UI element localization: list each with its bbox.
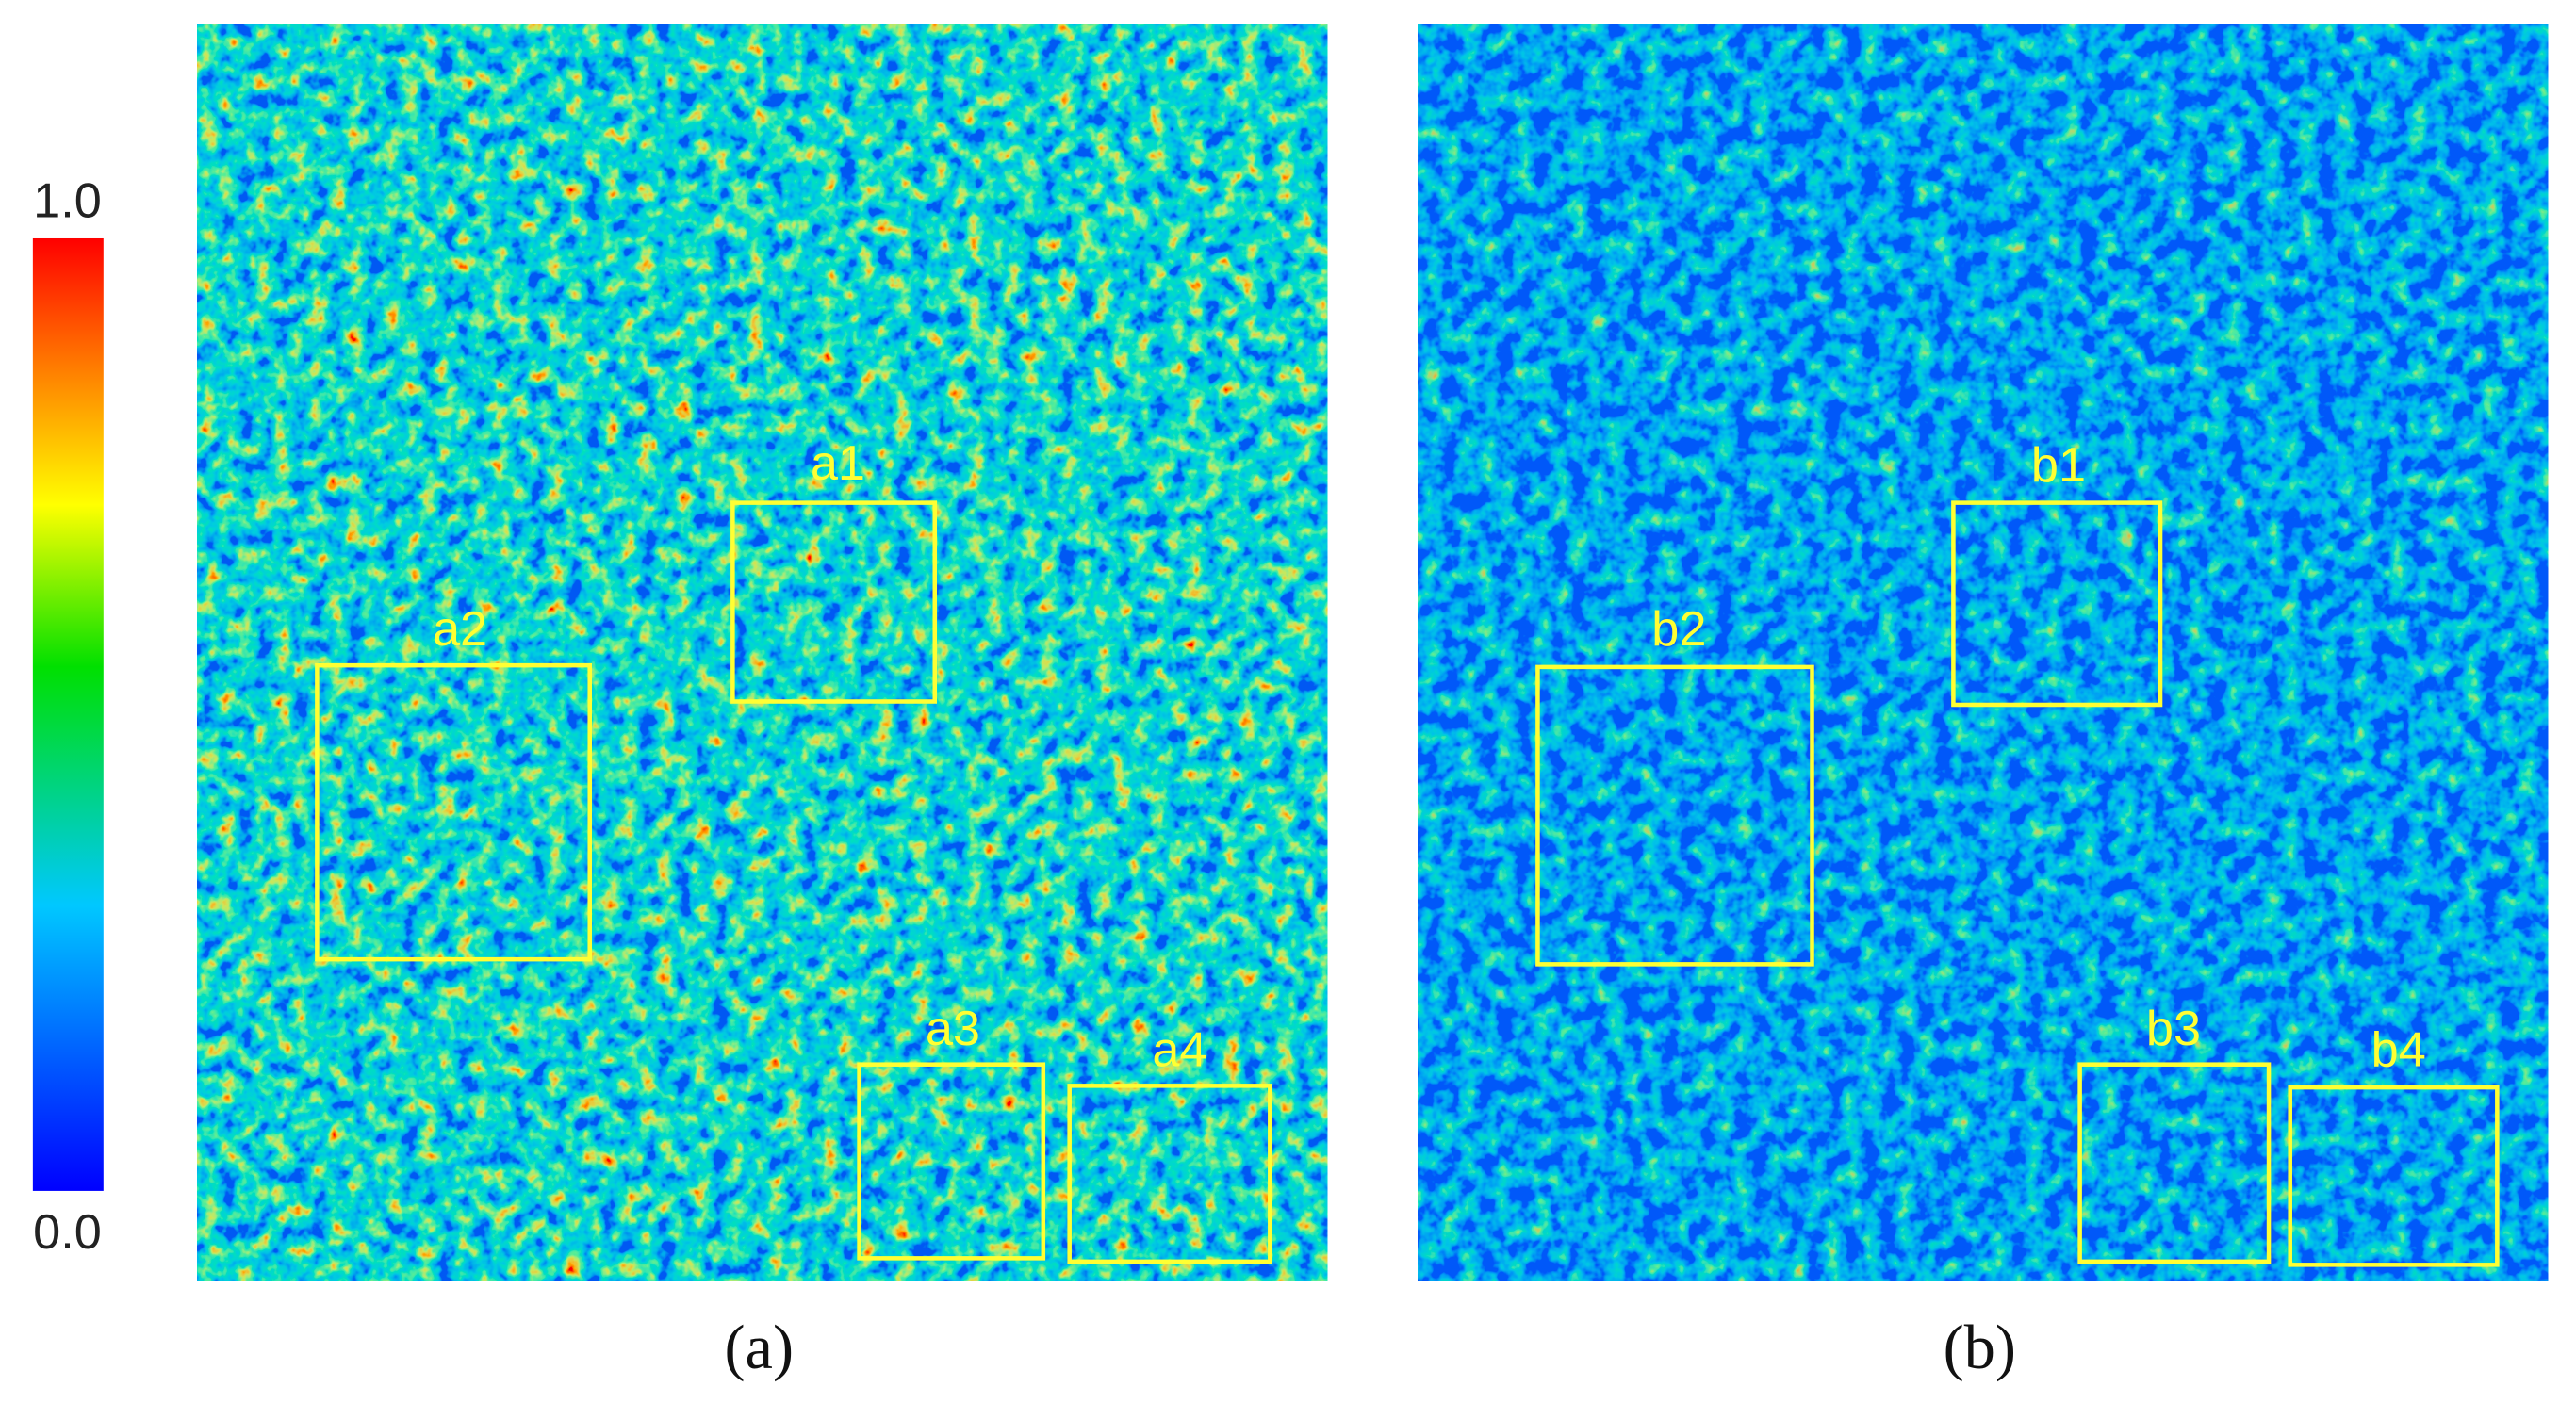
box-label: b2 (1651, 602, 1706, 657)
box-label: a2 (433, 602, 487, 657)
region-box (1535, 664, 1814, 967)
colorbar (32, 237, 104, 1191)
region-box (857, 1062, 1046, 1261)
box-label: a4 (1152, 1022, 1206, 1077)
colorbar-min: 0.0 (33, 1205, 102, 1260)
region-box (2288, 1085, 2500, 1267)
map-image (1418, 24, 2549, 1281)
panel-label: (b) (1944, 1313, 2016, 1382)
region-box (315, 662, 592, 962)
panel-label: (a) (725, 1313, 795, 1382)
colorbar-max: 1.0 (33, 173, 102, 228)
region-box (730, 500, 938, 704)
box-label: b4 (2371, 1022, 2426, 1077)
box-label: b3 (2146, 1002, 2201, 1056)
box-label: a1 (811, 436, 865, 491)
panel-a: a1 a2 a3 a4 (a) (197, 24, 1328, 1382)
box-label: b1 (2031, 438, 2086, 493)
region-box (1067, 1084, 1272, 1264)
box-label: a3 (926, 1002, 980, 1056)
region-box (1951, 500, 2163, 708)
panel-b: b1 b2 b3 b4 (b) (1418, 24, 2549, 1382)
map-image (197, 24, 1328, 1281)
region-box (2077, 1062, 2272, 1264)
